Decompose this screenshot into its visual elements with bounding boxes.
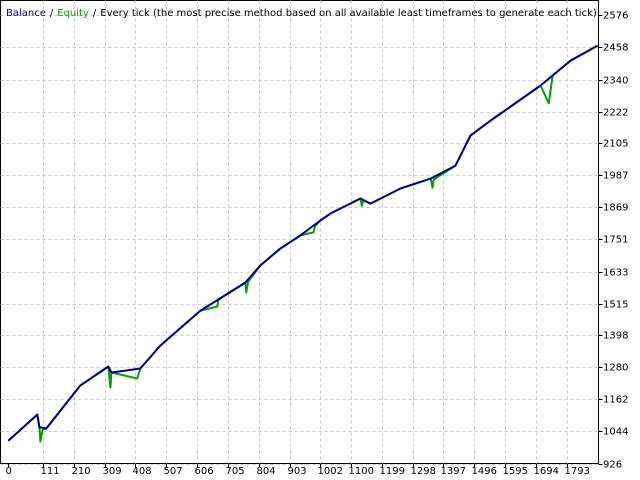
x-tick-label: 210 <box>72 466 91 477</box>
y-tick-label: 1398 <box>603 331 628 342</box>
legend-separator: / <box>93 8 97 19</box>
y-tick-label: 2340 <box>603 76 628 87</box>
x-tick-label: 1199 <box>380 466 405 477</box>
x-tick-label: 1100 <box>349 466 374 477</box>
y-tick-label: 2105 <box>603 139 628 150</box>
x-tick-label: 408 <box>133 466 152 477</box>
y-tick-label: 1987 <box>603 171 628 182</box>
x-tick-label: 1397 <box>441 466 466 477</box>
y-tick-label: 1515 <box>603 300 628 311</box>
x-tick-label: 0 <box>6 466 12 477</box>
x-tick-label: 903 <box>288 466 307 477</box>
series-line <box>7 44 599 442</box>
y-tick-label: 1044 <box>603 427 628 438</box>
y-tick-label: 1280 <box>603 363 628 374</box>
x-tick-label: 804 <box>257 466 276 477</box>
x-tick-label: 1595 <box>503 466 528 477</box>
legend-balance: Balance <box>6 8 46 19</box>
y-tick-label: 1751 <box>603 235 628 246</box>
x-tick-label: 309 <box>103 466 122 477</box>
chart-title: Every tick (the most precise method base… <box>100 8 597 19</box>
x-tick-label: 507 <box>164 466 183 477</box>
y-tick-label: 926 <box>603 460 622 471</box>
x-tick-label: 705 <box>226 466 245 477</box>
x-tick-label: 1496 <box>472 466 497 477</box>
x-tick-label: 1298 <box>411 466 436 477</box>
x-tick-label: 1002 <box>318 466 343 477</box>
x-tick-label: 1694 <box>534 466 559 477</box>
y-tick-label: 2222 <box>603 108 628 119</box>
legend: Balance / Equity / Every tick (the most prec… <box>6 8 597 19</box>
x-tick-label: 1793 <box>565 466 590 477</box>
y-tick-label: 2458 <box>603 43 628 54</box>
y-tick-label: 2576 <box>603 11 628 22</box>
x-tick-label: 606 <box>195 466 214 477</box>
legend-separator: / <box>50 8 54 19</box>
plot-frame <box>0 0 599 464</box>
y-tick-label: 1162 <box>603 395 628 406</box>
x-tick-label: 111 <box>41 466 60 477</box>
legend-equity: Equity <box>57 8 89 19</box>
y-tick-label: 1869 <box>603 203 628 214</box>
y-tick-label: 1633 <box>603 268 628 279</box>
